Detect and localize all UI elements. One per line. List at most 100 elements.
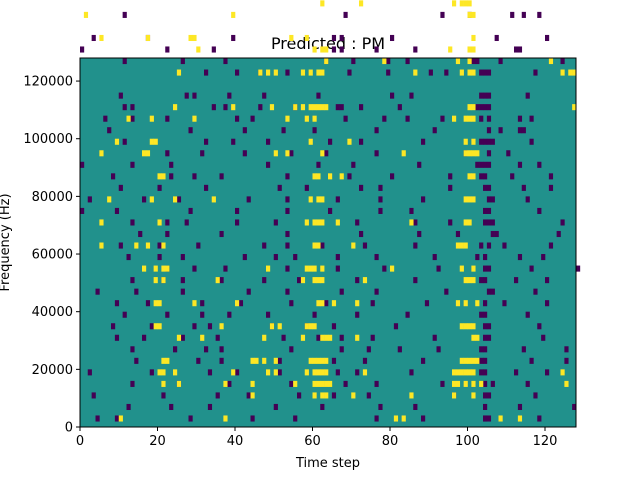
y-tick-label: 60000	[32, 248, 73, 263]
heatmap-cell-low	[312, 127, 317, 134]
heatmap-cell-high	[157, 219, 162, 226]
heatmap-cell-low	[235, 219, 240, 226]
heatmap-cell-low	[111, 173, 116, 180]
heatmap-cell-low	[490, 230, 495, 238]
heatmap-cell-high	[452, 392, 457, 399]
heatmap-cell-high	[308, 265, 313, 272]
heatmap-cell-high	[316, 300, 321, 307]
heatmap-cell-high	[359, 0, 364, 7]
heatmap-cell-high	[262, 334, 267, 341]
heatmap-cell-low	[227, 92, 232, 99]
heatmap-cell-low	[215, 334, 220, 341]
heatmap-cell-high	[320, 392, 325, 399]
heatmap-cell-low	[91, 34, 96, 42]
y-axis: 0 20000 40000 60000 80000 100000 120000	[23, 75, 80, 436]
heatmap-cell-high	[312, 380, 317, 387]
heatmap-cell-low	[246, 196, 251, 203]
heatmap-cell-low	[118, 242, 123, 249]
heatmap-cell-low	[204, 69, 209, 76]
heatmap-cell-high	[362, 369, 368, 376]
heatmap-cell-low	[448, 173, 453, 180]
heatmap-cell-low	[424, 300, 430, 307]
heatmap-cell-high	[324, 357, 329, 364]
heatmap-cell-low	[440, 115, 445, 122]
heatmap-cell-low	[219, 230, 224, 238]
heatmap-cell-low	[560, 219, 565, 226]
heatmap-cell-high	[498, 415, 503, 422]
heatmap-cell-low	[390, 92, 395, 99]
heatmap-cell-low	[215, 392, 220, 399]
heatmap-cell-low	[374, 254, 379, 261]
heatmap-cell-low	[529, 115, 534, 122]
heatmap-cell-high	[324, 334, 329, 341]
heatmap-cell-low	[486, 104, 492, 111]
heatmap-cell-low	[277, 184, 282, 191]
heatmap-cell-low	[130, 277, 135, 284]
heatmap-cell-high	[161, 357, 166, 364]
heatmap-cell-low	[331, 34, 337, 42]
heatmap-cell-low	[343, 115, 348, 122]
heatmap-cell-low	[122, 11, 127, 18]
heatmap-cell-low	[475, 254, 480, 261]
heatmap-cell-low	[370, 334, 375, 341]
heatmap-cell-low	[169, 173, 174, 180]
heatmap-cell-low	[231, 34, 236, 42]
x-tick-label: 0	[76, 434, 84, 449]
heatmap-cell-low	[514, 369, 519, 376]
heatmap-cell-high	[455, 58, 461, 65]
heatmap-cell-low	[359, 230, 364, 238]
heatmap-cell-low	[374, 127, 379, 134]
heatmap-cell-low	[386, 69, 391, 76]
heatmap-cell-high	[266, 69, 271, 76]
heatmap-cell-high	[273, 150, 278, 157]
heatmap-cell-low	[576, 265, 581, 272]
heatmap-cell-low	[130, 161, 135, 168]
heatmap-cell-high	[316, 369, 321, 376]
y-tick-label: 100000	[23, 132, 73, 147]
heatmap-cell-high	[157, 300, 162, 307]
heatmap-cell-high	[463, 242, 468, 249]
heatmap-cell-low	[483, 104, 488, 111]
heatmap-cell-low	[521, 127, 526, 134]
heatmap-cell-low	[339, 34, 344, 42]
heatmap-cell-high	[161, 173, 166, 180]
heatmap-cell-high	[409, 219, 414, 226]
heatmap-cell-low	[130, 346, 135, 353]
heatmap-cell-low	[483, 415, 488, 422]
heatmap-cell-high	[107, 196, 112, 203]
heatmap-cell-low	[130, 380, 135, 387]
heatmap-cell-low	[312, 311, 317, 318]
heatmap-cell-low	[483, 69, 488, 76]
heatmap-cell-low	[409, 207, 414, 214]
heatmap-cell-low	[479, 69, 484, 76]
heatmap-cell-high	[312, 265, 317, 272]
heatmap-cell-low	[293, 254, 298, 261]
heatmap-cell-low	[157, 184, 162, 191]
heatmap-cell-high	[467, 173, 472, 180]
heatmap-cell-low	[289, 300, 294, 307]
heatmap-cell-low	[227, 380, 232, 387]
heatmap-cell-high	[475, 150, 480, 157]
heatmap-cell-low	[165, 311, 170, 318]
heatmap-cell-low	[331, 392, 337, 399]
heatmap-cell-low	[486, 242, 492, 249]
heatmap-cell-low	[130, 115, 135, 122]
heatmap-cell-low	[122, 138, 127, 145]
heatmap-cell-low	[440, 11, 445, 18]
heatmap-cell-high	[401, 150, 406, 157]
heatmap-cell-high	[211, 196, 216, 203]
heatmap-cell-high	[320, 357, 325, 364]
heatmap-cell-low	[366, 346, 371, 353]
heatmap-cell-low	[413, 242, 418, 249]
heatmap-cell-high	[114, 138, 120, 145]
heatmap-cell-high	[452, 380, 457, 387]
x-tick-label: 40	[227, 434, 244, 449]
heatmap-cell-low	[211, 46, 216, 53]
heatmap-cell-low	[180, 288, 185, 295]
heatmap-cell-low	[196, 242, 201, 249]
heatmap-cell-low	[91, 392, 96, 399]
heatmap-cell-high	[463, 115, 468, 122]
heatmap-cell-low	[316, 334, 321, 341]
heatmap-cell-high	[316, 173, 321, 180]
heatmap-cell-low	[444, 69, 449, 76]
